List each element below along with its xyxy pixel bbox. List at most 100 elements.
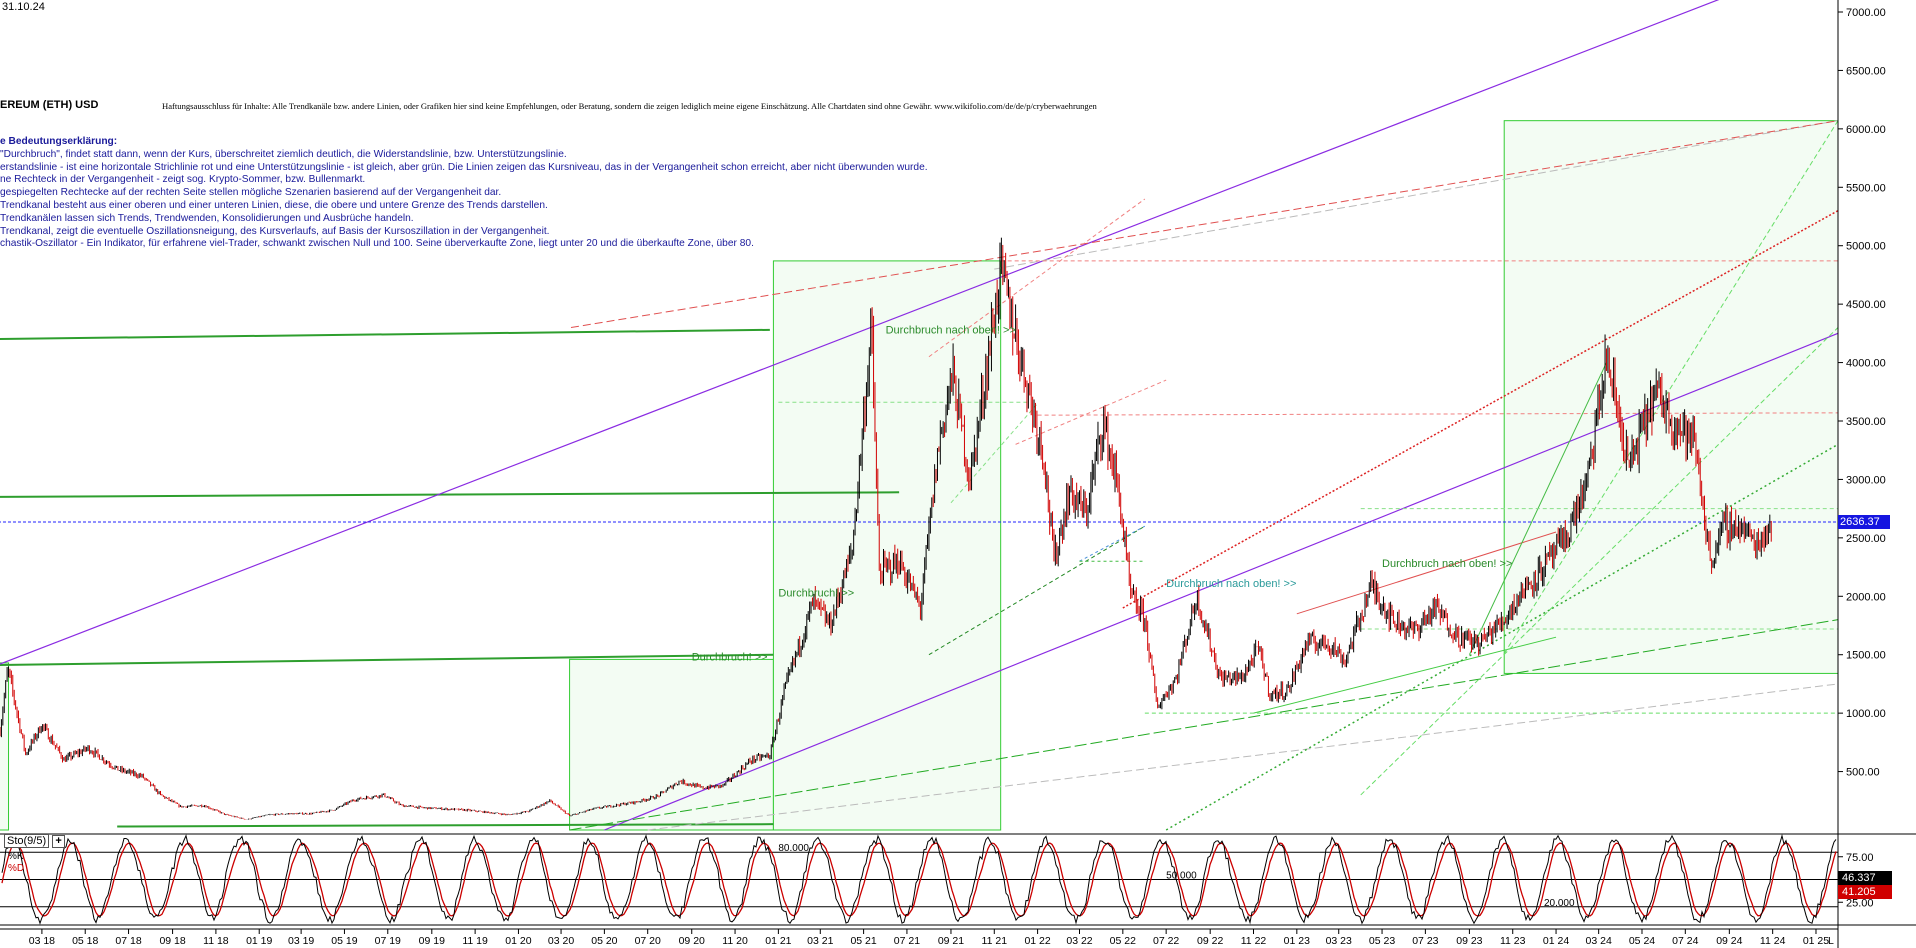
candlestick-series bbox=[0, 237, 1772, 820]
scenario-rect-future bbox=[1503, 120, 1839, 674]
support-line bbox=[1079, 525, 1146, 562]
support-line bbox=[0, 328, 770, 340]
support-line bbox=[1360, 327, 1839, 796]
y-tick-label: 500.00 bbox=[1846, 767, 1880, 779]
legend-line: ne Rechteck in der Vergangenheit - zeigt… bbox=[0, 174, 366, 186]
k-legend: %K bbox=[8, 851, 24, 862]
x-tick-label: 05 21 bbox=[850, 935, 876, 947]
annotations: Durchbruch nach oben! >> Durchbruch! >> Du… bbox=[692, 324, 1513, 663]
x-tick-label: 05 22 bbox=[1110, 935, 1136, 947]
trend-line-grey bbox=[994, 120, 1839, 270]
x-tick-label: 07 20 bbox=[635, 935, 661, 947]
date-stamp: 31.10.24 bbox=[2, 1, 45, 13]
x-tick-label: 05 18 bbox=[72, 935, 98, 947]
bull-rect-2021 bbox=[772, 260, 1002, 831]
trend-lines bbox=[0, 0, 1839, 831]
legend-block: e Bedeutungserklärung: "Durchbruch", fin… bbox=[0, 136, 928, 251]
resistance-line bbox=[1037, 412, 1839, 416]
legend-line: Trendkanälen lassen sich Trends, Trendwe… bbox=[0, 212, 414, 224]
add-indicator-button[interactable]: + bbox=[52, 834, 66, 848]
oscillator-label[interactable]: Sto(9/5) bbox=[4, 834, 50, 848]
x-tick-label: 07 22 bbox=[1153, 935, 1179, 947]
support-line bbox=[1503, 120, 1839, 654]
x-tick-label: 03 23 bbox=[1326, 935, 1352, 947]
y-tick-label: 3000.00 bbox=[1846, 474, 1886, 486]
bull-rect-2018 bbox=[0, 662, 10, 831]
oscillator-header: Sto(9/5) + bbox=[4, 834, 66, 848]
x-tick-label: 03 24 bbox=[1586, 935, 1612, 947]
x-tick-label: 01 20 bbox=[505, 935, 531, 947]
y-tick-label: 7000.00 bbox=[1846, 7, 1886, 19]
x-tick-label: 03 20 bbox=[548, 935, 574, 947]
bull-market-rectangles bbox=[0, 120, 1839, 831]
x-tick-label: 01 19 bbox=[246, 935, 272, 947]
support-line bbox=[0, 653, 774, 666]
annotation-label: Durchbruch nach oben! >> bbox=[1166, 578, 1296, 590]
y-tick-label: 5000.00 bbox=[1846, 241, 1886, 253]
y-tick-label: 1000.00 bbox=[1846, 708, 1886, 720]
d-value-badge: 41.205 bbox=[1838, 885, 1892, 899]
trend-line-grey bbox=[647, 683, 1839, 831]
osc-level-label: 80.000 bbox=[778, 843, 809, 854]
x-tick-label: 05 19 bbox=[331, 935, 357, 947]
k-value-badge: 46.337 bbox=[1838, 871, 1892, 885]
support-line bbox=[569, 619, 1839, 831]
x-tick-label: 05 24 bbox=[1629, 935, 1655, 947]
legend-line: chastik-Oszillator - Ein Indikator, für … bbox=[0, 238, 754, 250]
legend-line: gespiegelten Rechtecke auf der rechten S… bbox=[0, 187, 502, 199]
bull-rect-2020 bbox=[569, 658, 774, 831]
x-tick-label: 11 22 bbox=[1241, 935, 1267, 947]
disclaimer-text: Haftungsausschluss für Inhalte: Alle Tre… bbox=[162, 101, 1097, 111]
x-tick-label: 11 18 bbox=[203, 935, 229, 947]
legend-line: "Durchbruch", findet statt dann, wenn de… bbox=[0, 148, 567, 160]
x-tick-label: 03 18 bbox=[29, 935, 55, 947]
y-tick-label: 4500.00 bbox=[1846, 299, 1886, 311]
trend-line-lower bbox=[604, 332, 1839, 831]
x-tick-label: 11 21 bbox=[982, 935, 1008, 947]
x-tick-label: 11 19 bbox=[462, 935, 488, 947]
osc-level-label: 20.000 bbox=[1544, 898, 1575, 909]
y-tick-label: 6000.00 bbox=[1846, 124, 1886, 136]
annotation-label: Durchbruch! >> bbox=[692, 652, 768, 664]
y-tick-label: 1500.00 bbox=[1846, 650, 1886, 662]
resistance-line bbox=[1015, 379, 1167, 445]
x-tick-label: 03 22 bbox=[1066, 935, 1092, 947]
x-axis-end-label: L bbox=[1828, 935, 1834, 947]
x-tick-label: 07 24 bbox=[1672, 935, 1698, 947]
osc-tick-label: 25.00 bbox=[1846, 897, 1874, 909]
x-tick-label: 11 23 bbox=[1500, 935, 1526, 947]
x-tick-label: 07 21 bbox=[894, 935, 920, 947]
stoch-d-line bbox=[1, 842, 1837, 917]
x-tick-label: 01 21 bbox=[765, 935, 791, 947]
x-tick-label: 09 20 bbox=[679, 935, 705, 947]
annotation-label: Durchbruch nach oben! >> bbox=[886, 324, 1016, 336]
resistance-line bbox=[570, 120, 1839, 329]
stoch-k-line bbox=[1, 833, 1837, 925]
stochastic-oscillator-panel: 80.000 50.000 20.000 75.00 25.00 bbox=[0, 833, 1916, 926]
osc-level-label: 50.000 bbox=[1166, 871, 1197, 882]
x-tick-label: 03 21 bbox=[807, 935, 833, 947]
support-line bbox=[117, 823, 774, 828]
x-tick-label: 01 25 bbox=[1803, 935, 1829, 947]
y-tick-label: 6500.00 bbox=[1846, 65, 1886, 77]
y-tick-label: 2500.00 bbox=[1846, 533, 1886, 545]
y-tick-label: 5500.00 bbox=[1846, 182, 1886, 194]
support-line bbox=[1253, 636, 1557, 714]
x-tick-label: 09 18 bbox=[159, 935, 185, 947]
annotation-label: Durchbruch! >> bbox=[778, 587, 854, 599]
resistance-line bbox=[1296, 531, 1557, 615]
support-line bbox=[950, 403, 1038, 504]
trend-line-upper bbox=[0, 0, 1720, 665]
x-tick-label: 05 20 bbox=[591, 935, 617, 947]
legend-title: e Bedeutungserklärung: bbox=[0, 136, 118, 147]
x-tick-label: 01 23 bbox=[1284, 935, 1310, 947]
legend-line: erstandslinie - ist eine horizontale Str… bbox=[0, 161, 928, 173]
x-tick-label: 07 23 bbox=[1412, 935, 1438, 947]
x-tick-label: 11 20 bbox=[722, 935, 748, 947]
resistance-line bbox=[1122, 210, 1839, 609]
legend-line: Trendkanal, zeigt die eventuelle Oszilla… bbox=[0, 225, 550, 237]
x-tick-label: 07 19 bbox=[375, 935, 401, 947]
y-tick-label: 2000.00 bbox=[1846, 591, 1886, 603]
